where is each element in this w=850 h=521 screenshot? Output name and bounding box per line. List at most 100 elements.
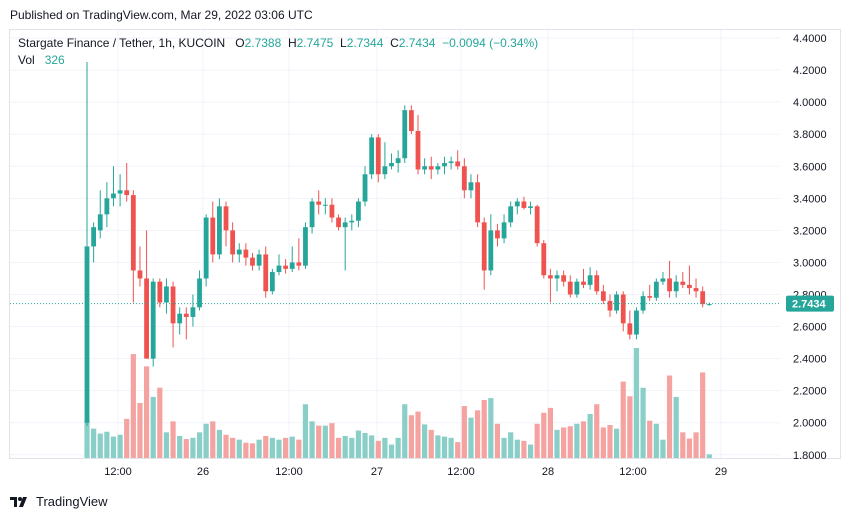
candle-body	[296, 262, 302, 266]
time-axis: 12:00 26 12:00 27 12:00 28 12:00 29	[104, 466, 727, 478]
volume-bar	[686, 438, 693, 458]
candle-body	[587, 275, 593, 285]
candle-body	[475, 182, 480, 223]
volume-bar	[256, 439, 262, 458]
open-label: O	[235, 36, 245, 50]
candle-body	[144, 278, 149, 359]
volume-bar	[402, 404, 408, 458]
candle-body	[660, 278, 666, 282]
candle-body	[514, 201, 520, 207]
candle-body	[693, 288, 699, 292]
candle-body	[283, 265, 288, 269]
open-value: 2.7388	[244, 36, 282, 50]
close-value: 2.7434	[398, 36, 436, 50]
volume-bar	[124, 418, 130, 458]
volume-bar	[422, 424, 428, 458]
candles	[84, 62, 712, 426]
candle-body	[137, 270, 143, 279]
volume-bar	[474, 410, 481, 458]
candle-body	[687, 284, 692, 289]
volume-bar	[534, 423, 540, 458]
candle-body	[607, 300, 613, 311]
candle-body	[210, 217, 216, 255]
x-tick-label: 12:00	[275, 466, 303, 478]
volume-bar	[110, 436, 117, 458]
chart-legend: Stargate Finance / Tether, 1h, KUCOIN O2…	[18, 35, 538, 69]
volume-bar	[137, 403, 143, 458]
volume-bar	[203, 423, 209, 458]
symbol-title: Stargate Finance / Tether, 1h, KUCOIN	[18, 36, 226, 50]
volume-bar	[157, 387, 163, 458]
candle-body	[164, 286, 169, 303]
candle-body	[130, 195, 136, 271]
candle-body	[276, 265, 282, 273]
candle-body	[428, 166, 434, 170]
candle-body	[104, 198, 110, 215]
volume-bar	[653, 423, 659, 458]
volume-bar	[329, 423, 335, 458]
volume-bar	[614, 428, 620, 458]
candle-body	[561, 275, 567, 282]
last-price-tag-bg	[786, 295, 834, 312]
volume-bar	[547, 407, 553, 458]
volume-bar	[693, 432, 699, 458]
candle-body	[680, 281, 686, 285]
candle-body	[250, 257, 255, 266]
candle-body	[356, 201, 361, 221]
y-tick-label: 3.0000	[793, 257, 827, 269]
candle-body	[673, 281, 679, 292]
y-tick-label: 4.2000	[793, 65, 827, 77]
volume-bar	[236, 439, 242, 458]
candle-body	[408, 110, 414, 131]
footer-brand[interactable]: TradingView	[10, 494, 108, 509]
candle-body	[375, 137, 381, 175]
candle-body	[402, 110, 408, 159]
candle-body	[442, 163, 447, 167]
volume-bar	[574, 423, 580, 458]
candle-body	[700, 291, 706, 305]
candle-body	[528, 206, 533, 208]
candle-body	[336, 217, 341, 228]
candle-body	[177, 313, 183, 324]
volume-bar	[316, 425, 322, 458]
volume-bar	[362, 432, 368, 458]
volume-bar	[567, 426, 573, 458]
candle-body	[627, 323, 633, 335]
candle-body	[91, 227, 97, 247]
volume-bar	[130, 354, 136, 458]
candle-body	[395, 158, 401, 164]
y-tick-label: 1.8000	[793, 450, 827, 462]
candle-body	[316, 201, 322, 205]
x-tick-label: 26	[197, 466, 209, 478]
volume-bar	[527, 444, 534, 458]
volume-bar	[488, 398, 494, 458]
y-tick-label: 2.4000	[793, 354, 827, 366]
brand-name: TradingView	[36, 494, 108, 509]
candle-body	[495, 230, 500, 239]
volume-bar	[554, 429, 560, 458]
candle-body	[389, 163, 394, 167]
volume-bar	[289, 436, 295, 458]
volume-bar	[322, 425, 328, 458]
candle-body	[124, 190, 130, 196]
volume-bar	[216, 429, 222, 458]
candle-body	[329, 204, 335, 218]
candle-body	[263, 254, 269, 292]
volume-bar	[521, 440, 527, 458]
candle-body	[322, 204, 328, 206]
candle-body	[594, 275, 600, 292]
chart-frame[interactable]	[9, 29, 841, 459]
volume-bar	[587, 414, 593, 458]
volume-bar	[461, 406, 467, 458]
candle-body	[435, 166, 441, 170]
y-tick-label: 2.2000	[793, 386, 827, 398]
volume-bar	[84, 420, 90, 458]
candle-body	[203, 217, 209, 279]
volume-bar	[441, 436, 448, 458]
candle-body	[217, 206, 222, 255]
x-tick-label: 29	[715, 466, 727, 478]
x-tick-label: 12:00	[104, 466, 132, 478]
candle-body	[488, 230, 494, 271]
volume-bar	[448, 437, 454, 458]
